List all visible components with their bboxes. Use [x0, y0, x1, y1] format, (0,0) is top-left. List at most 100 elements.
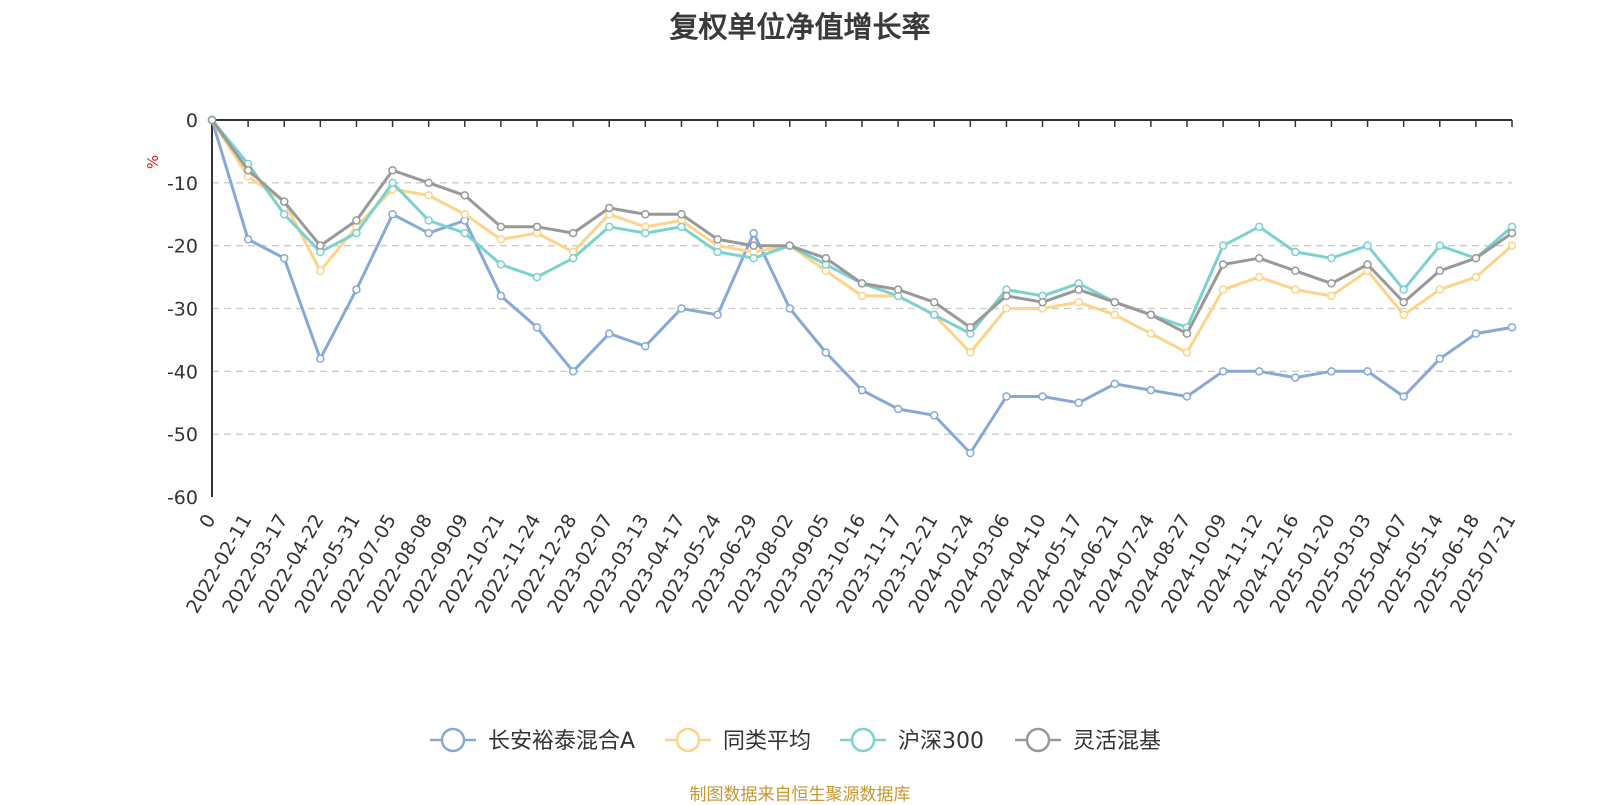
data-point [279, 197, 289, 206]
data-point [1363, 241, 1372, 250]
data-point [713, 235, 722, 244]
data-point [1218, 260, 1228, 269]
data-point [749, 228, 758, 238]
data-point [966, 323, 975, 332]
data-point [929, 310, 939, 320]
data-point [1327, 367, 1336, 376]
data-point [1399, 297, 1408, 307]
legend-label: 长安裕泰混合A [488, 729, 635, 754]
data-point [785, 241, 795, 250]
data-point [316, 354, 325, 364]
legend-label: 同类平均 [723, 729, 811, 754]
data-point [893, 404, 903, 414]
data-point [1399, 392, 1408, 401]
data-point [966, 448, 975, 458]
data-point [677, 304, 686, 313]
data-point [1110, 310, 1120, 320]
data-point [1074, 285, 1083, 294]
data-point [1327, 291, 1336, 301]
data-point [352, 285, 361, 294]
data-point [1507, 323, 1517, 332]
data-point [1146, 385, 1156, 395]
data-point [460, 191, 470, 200]
legend-marker [675, 727, 701, 753]
data-point [316, 241, 325, 250]
source-note: 制图数据来自恒生聚源数据库 [689, 785, 911, 805]
data-point [929, 297, 939, 307]
data-point [641, 210, 650, 219]
y-axis-label: % [144, 155, 162, 169]
data-point [1002, 392, 1011, 401]
data-point [496, 291, 506, 301]
data-point [1254, 272, 1264, 282]
data-point [532, 222, 542, 232]
data-point [1182, 329, 1192, 338]
data-point [424, 228, 433, 238]
data-point [532, 272, 542, 282]
data-point [1002, 304, 1011, 313]
data-point [352, 216, 361, 225]
data-point [749, 241, 758, 250]
data-point [857, 291, 867, 301]
data-point [279, 253, 289, 263]
data-point [604, 222, 614, 232]
data-point [1435, 354, 1445, 364]
data-point [1110, 297, 1120, 307]
data-point [1471, 253, 1481, 263]
data-point [1507, 228, 1517, 238]
data-point [1074, 297, 1083, 307]
data-point [568, 367, 578, 376]
data-point [641, 341, 650, 351]
data-point [857, 279, 867, 288]
data-point [532, 323, 542, 332]
data-point [568, 253, 578, 263]
data-point [388, 178, 397, 188]
data-point [677, 210, 686, 219]
data-point [1218, 367, 1228, 376]
chart-title: 复权单位净值增长率 [669, 10, 931, 44]
data-point [677, 222, 686, 232]
data-point [966, 348, 975, 357]
data-point [604, 203, 614, 213]
y-tick-label: -30 [167, 299, 198, 321]
data-point [1110, 379, 1120, 389]
data-point [1291, 247, 1300, 257]
data-point [821, 253, 831, 263]
data-point [424, 191, 433, 200]
data-point [713, 310, 722, 320]
data-point [1254, 253, 1264, 263]
data-point [1291, 285, 1300, 294]
data-point [1399, 310, 1408, 320]
data-point [1435, 266, 1445, 276]
data-point [424, 178, 433, 188]
data-point [1074, 398, 1083, 407]
data-point [1399, 285, 1408, 294]
data-point [641, 228, 650, 238]
data-point [279, 210, 289, 219]
data-point [749, 253, 758, 263]
data-point [1146, 329, 1156, 338]
data-point [243, 166, 253, 175]
data-point [1507, 241, 1517, 250]
data-point [1218, 241, 1228, 250]
y-tick-label: -20 [167, 236, 198, 258]
data-point [1327, 279, 1336, 288]
data-point [785, 304, 795, 313]
legend: 长安裕泰混合A 同类平均 沪深300 灵活混基 [430, 727, 1161, 754]
series-lines [207, 115, 1517, 458]
data-point [1291, 373, 1300, 382]
y-tick-label: -50 [167, 424, 198, 446]
legend-marker [850, 727, 876, 753]
data-point [857, 385, 867, 395]
data-point [496, 222, 506, 232]
legend-marker [440, 727, 466, 753]
data-point [1254, 367, 1264, 376]
series-line [210, 119, 1513, 336]
data-point [568, 228, 578, 238]
data-point [1218, 285, 1228, 294]
data-point [1471, 272, 1481, 282]
data-point [243, 235, 253, 244]
data-point [460, 210, 470, 219]
data-point [1471, 329, 1481, 338]
